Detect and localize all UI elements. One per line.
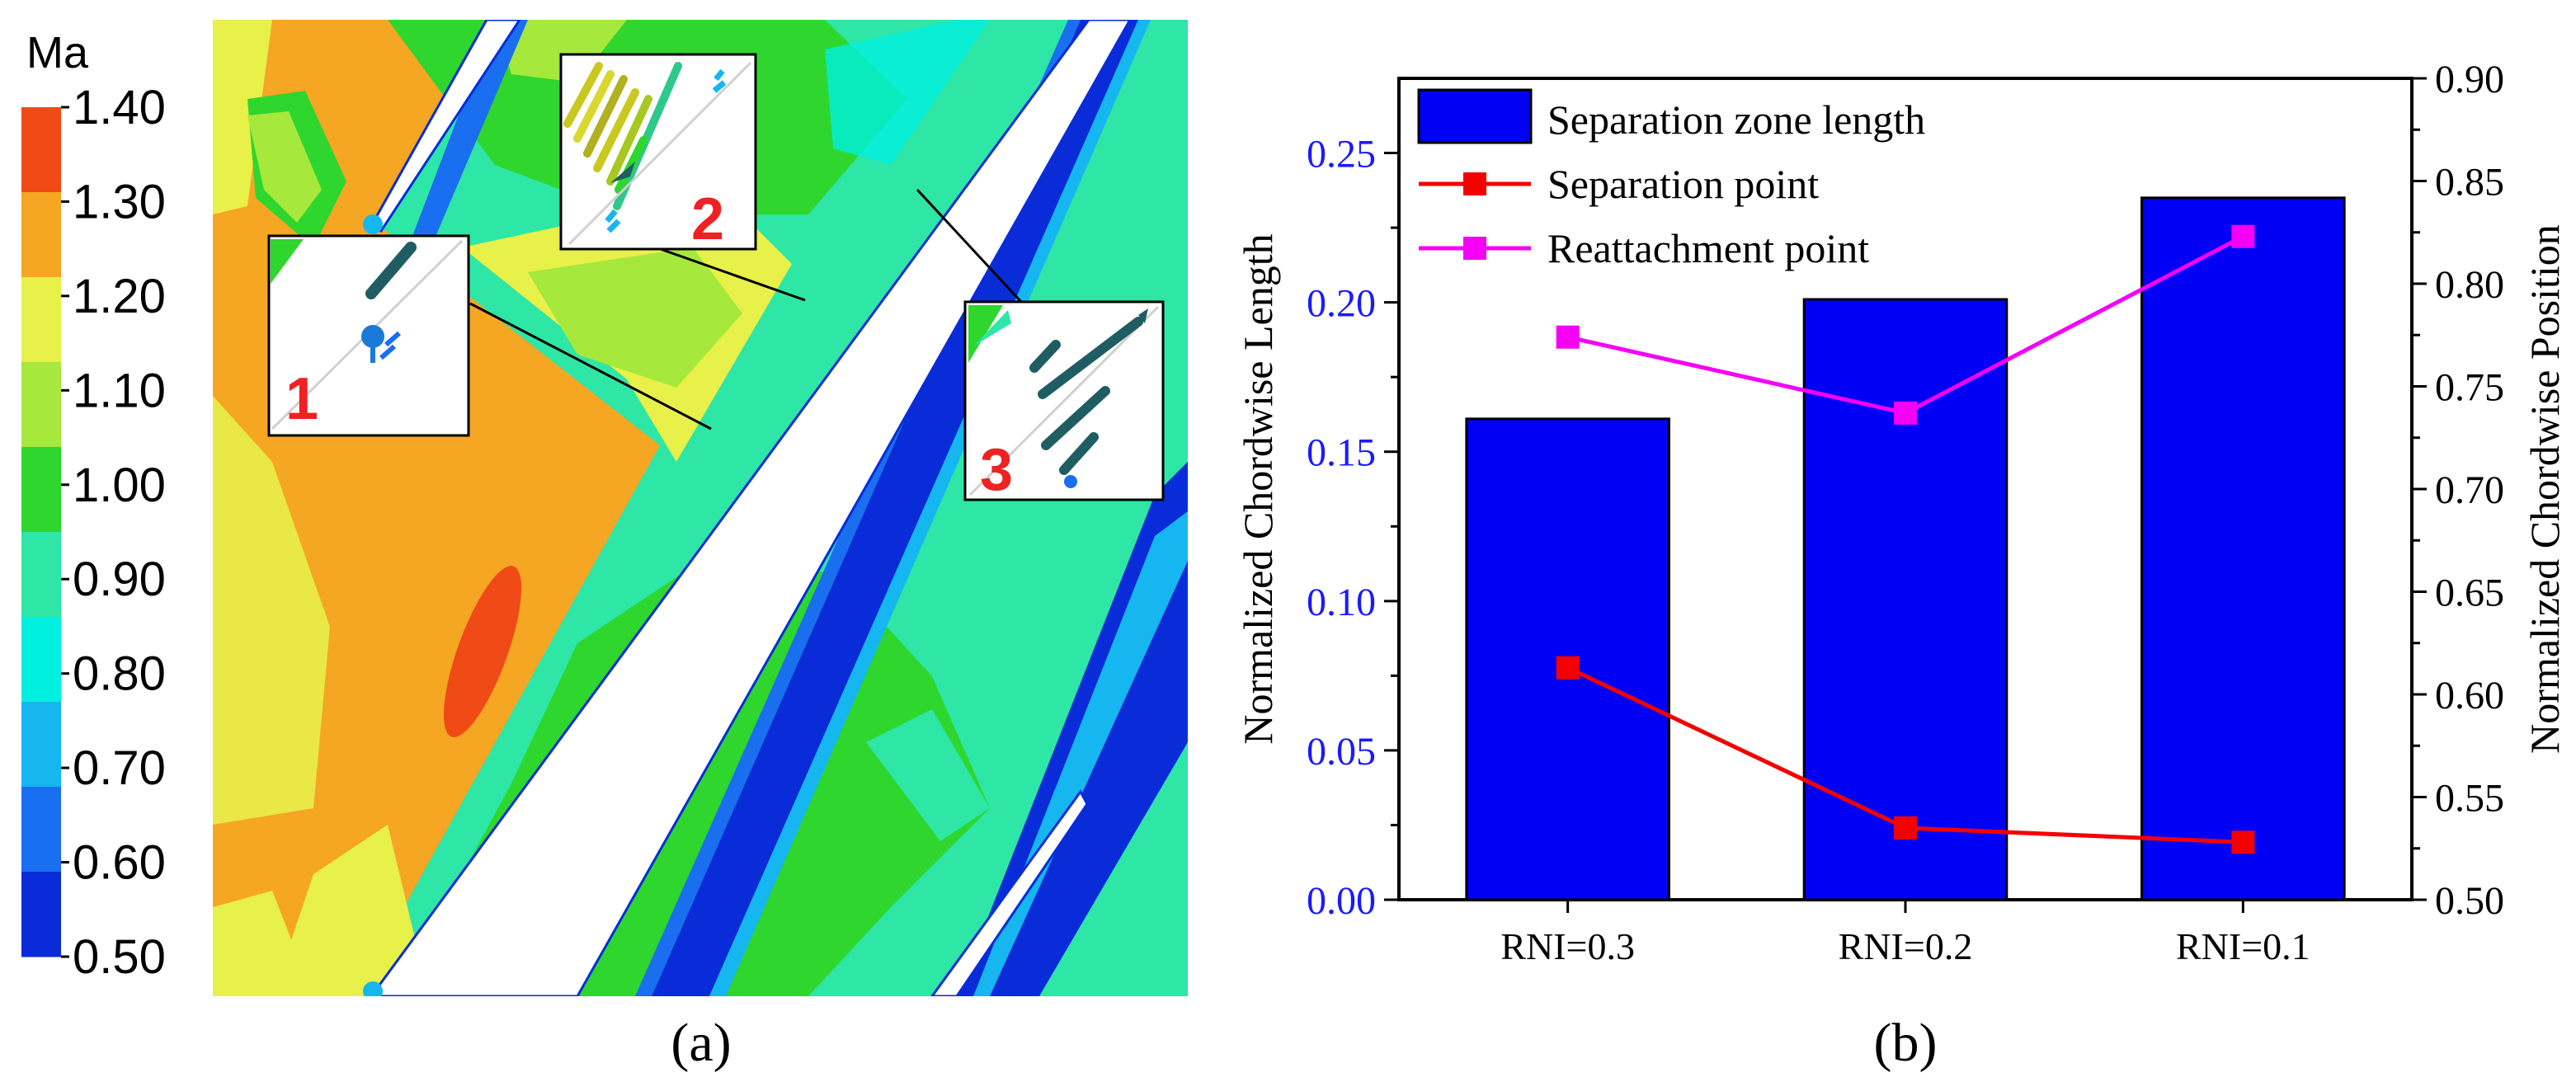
- y2-tick-label: 0.80: [2435, 263, 2504, 307]
- x-tick-label: RNI=0.1: [2176, 925, 2310, 967]
- y2-tick-label: 0.90: [2435, 58, 2504, 101]
- mach-colorbar: Ma 1.40 1.30 1.20 1.10 1.00 0.90 0.80 0.70 0.60 0…: [21, 28, 166, 984]
- y-tick-label: 0.25: [1307, 133, 1376, 176]
- x-tick-label: RNI=0.3: [1500, 925, 1635, 967]
- caption-a: (a): [671, 1013, 731, 1073]
- legend-label-reattachment-point: Reattachment point: [1547, 225, 1869, 271]
- separation-chart: 0.00 0.05 0.10 0.15 0.20 0.25 0.50 0.55 0.60 0.6…: [1235, 58, 2568, 1073]
- colorbar-title: Ma: [26, 28, 89, 78]
- y2-tick-label: 0.85: [2435, 161, 2504, 205]
- colorbar-level-label: 0.70: [73, 741, 166, 795]
- inset-2: 2: [559, 53, 757, 252]
- colorbar-swatch: [21, 702, 61, 788]
- y2-tick-label: 0.65: [2435, 572, 2504, 615]
- bar-separation-zone-length: [1802, 298, 2009, 901]
- y2-tick-label: 0.55: [2435, 777, 2504, 821]
- colorbar-swatch: [21, 617, 61, 703]
- caption-b: (b): [1874, 1013, 1938, 1073]
- inset-2-label: 2: [691, 186, 724, 252]
- colorbar-swatch: [21, 787, 61, 873]
- colorbar-level-label: 0.80: [73, 647, 166, 701]
- inset-3-label: 3: [980, 437, 1013, 503]
- legend-swatch-separation-zone-length: [1417, 88, 1533, 144]
- y-axis-label: Normalized Chordwise Length: [1235, 233, 1281, 744]
- inset-3: 3: [963, 300, 1165, 503]
- legend-marker-reattachment-point: [1463, 237, 1486, 260]
- inset-1: 1: [267, 234, 470, 437]
- y-tick-label: 0.00: [1307, 879, 1376, 923]
- point-reattachment-point: [2231, 224, 2255, 248]
- legend: Separation zone length Separation point Re…: [1417, 88, 1925, 271]
- point-reattachment-point: [1894, 401, 1917, 425]
- legend-label-separation-zone-length: Separation zone length: [1547, 96, 1925, 143]
- y2-tick-label: 0.50: [2435, 879, 2504, 923]
- colorbar-level-label: 1.00: [73, 459, 166, 512]
- colorbar-swatch: [21, 362, 61, 448]
- point-separation-point: [2231, 830, 2255, 854]
- colorbar-swatch: [21, 192, 61, 278]
- colorbar-level-label: 0.90: [73, 553, 166, 606]
- colorbar-swatch: [21, 107, 61, 193]
- y2-tick-label: 0.70: [2435, 468, 2504, 512]
- point-reattachment-point: [1556, 325, 1580, 349]
- y-tick-label: 0.10: [1307, 581, 1376, 624]
- colorbar-level-label: 0.60: [73, 836, 166, 890]
- colorbar-swatch: [21, 447, 61, 533]
- inset-leader-lines: [469, 188, 1023, 430]
- y2-axis-label: Normalized Chordwise Position: [2522, 224, 2568, 754]
- bar-separation-zone-length: [2140, 196, 2346, 901]
- colorbar-swatch: [21, 277, 61, 363]
- x-tick-label: RNI=0.2: [1839, 925, 1973, 967]
- y-tick-label: 0.05: [1307, 730, 1376, 774]
- y-tick-label: 0.15: [1307, 431, 1376, 475]
- y2-tick-label: 0.75: [2435, 366, 2504, 410]
- colorbar-level-label: 1.40: [73, 81, 166, 134]
- colorbar-swatch: [21, 532, 61, 618]
- legend-marker-separation-point: [1463, 172, 1486, 195]
- colorbar-level-label: 1.30: [73, 175, 166, 228]
- legend-label-separation-point: Separation point: [1547, 161, 1819, 207]
- colorbar-level-label: 0.50: [73, 930, 166, 984]
- y2-tick-label: 0.60: [2435, 674, 2504, 717]
- colorbar-level-label: 1.20: [73, 270, 166, 323]
- y-tick-label: 0.20: [1307, 282, 1376, 326]
- inset-1-label: 1: [285, 366, 318, 432]
- point-separation-point: [1894, 816, 1917, 840]
- colorbar-level-label: 1.10: [73, 364, 166, 417]
- colorbar-swatch: [21, 872, 61, 957]
- point-separation-point: [1556, 656, 1580, 680]
